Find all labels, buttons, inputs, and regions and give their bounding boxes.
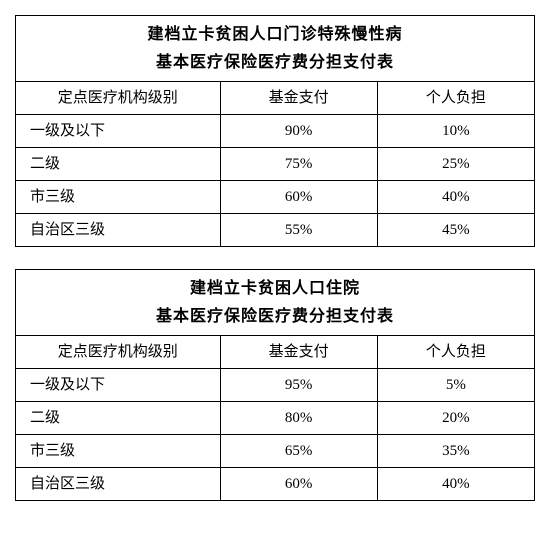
outpatient-title-line2: 基本医疗保险医疗费分担支付表	[16, 50, 534, 83]
table-row: 市三级 65% 35%	[16, 435, 534, 468]
table-row: 自治区三级 55% 45%	[16, 214, 534, 247]
cell-self: 40%	[377, 181, 534, 214]
header-self: 个人负担	[377, 82, 534, 115]
inpatient-title-line2: 基本医疗保险医疗费分担支付表	[16, 304, 534, 337]
cell-level: 一级及以下	[16, 369, 220, 402]
cell-fund: 55%	[220, 214, 377, 247]
table-row: 一级及以下 90% 10%	[16, 115, 534, 148]
header-self: 个人负担	[377, 336, 534, 369]
cell-fund: 95%	[220, 369, 377, 402]
cell-self: 45%	[377, 214, 534, 247]
cell-fund: 60%	[220, 181, 377, 214]
header-level: 定点医疗机构级别	[16, 336, 220, 369]
inpatient-table-block: 建档立卡贫困人口住院 基本医疗保险医疗费分担支付表 定点医疗机构级别 基金支付 …	[15, 269, 535, 501]
table-row: 二级 75% 25%	[16, 148, 534, 181]
inpatient-title-line1: 建档立卡贫困人口住院	[16, 270, 534, 304]
outpatient-table-block: 建档立卡贫困人口门诊特殊慢性病 基本医疗保险医疗费分担支付表 定点医疗机构级别 …	[15, 15, 535, 247]
cell-fund: 60%	[220, 468, 377, 501]
header-fund: 基金支付	[220, 82, 377, 115]
outpatient-table: 定点医疗机构级别 基金支付 个人负担 一级及以下 90% 10% 二级 75% …	[16, 82, 534, 246]
table-row: 自治区三级 60% 40%	[16, 468, 534, 501]
cell-fund: 80%	[220, 402, 377, 435]
cell-fund: 75%	[220, 148, 377, 181]
cell-self: 35%	[377, 435, 534, 468]
cell-self: 20%	[377, 402, 534, 435]
cell-level: 自治区三级	[16, 468, 220, 501]
cell-fund: 65%	[220, 435, 377, 468]
inpatient-table: 定点医疗机构级别 基金支付 个人负担 一级及以下 95% 5% 二级 80% 2…	[16, 336, 534, 500]
cell-level: 一级及以下	[16, 115, 220, 148]
cell-level: 市三级	[16, 181, 220, 214]
cell-self: 5%	[377, 369, 534, 402]
table-header-row: 定点医疗机构级别 基金支付 个人负担	[16, 82, 534, 115]
table-row: 市三级 60% 40%	[16, 181, 534, 214]
table-row: 二级 80% 20%	[16, 402, 534, 435]
header-level: 定点医疗机构级别	[16, 82, 220, 115]
cell-fund: 90%	[220, 115, 377, 148]
cell-level: 市三级	[16, 435, 220, 468]
cell-self: 25%	[377, 148, 534, 181]
header-fund: 基金支付	[220, 336, 377, 369]
cell-level: 二级	[16, 402, 220, 435]
cell-self: 10%	[377, 115, 534, 148]
cell-self: 40%	[377, 468, 534, 501]
outpatient-title-line1: 建档立卡贫困人口门诊特殊慢性病	[16, 16, 534, 50]
table-header-row: 定点医疗机构级别 基金支付 个人负担	[16, 336, 534, 369]
table-row: 一级及以下 95% 5%	[16, 369, 534, 402]
cell-level: 二级	[16, 148, 220, 181]
cell-level: 自治区三级	[16, 214, 220, 247]
